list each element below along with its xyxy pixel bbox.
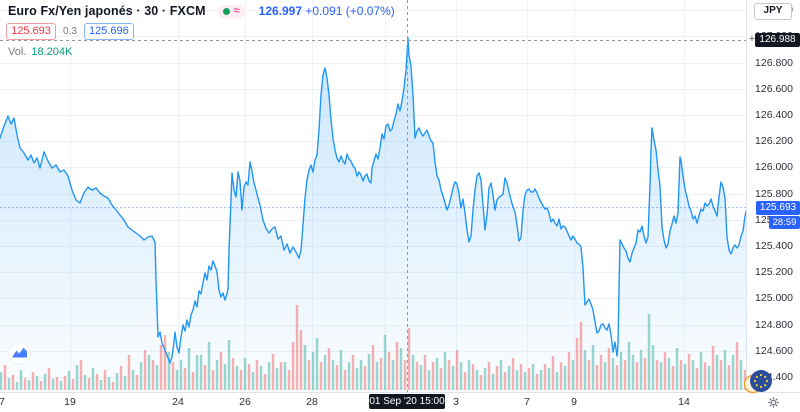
time-axis-label: 24 bbox=[172, 396, 184, 408]
bar-countdown-badge: 28:59 bbox=[769, 215, 800, 229]
time-axis-label: 7 bbox=[524, 396, 530, 408]
spread-value: 0.3 bbox=[63, 26, 77, 37]
price-axis-label: 124.600 bbox=[755, 344, 793, 357]
price-axis-label: 125.800 bbox=[755, 187, 793, 200]
price-change-percent: (+0.07%) bbox=[345, 4, 395, 18]
volume-bars bbox=[0, 305, 746, 390]
price-axis-label: 126.000 bbox=[755, 161, 793, 174]
axis-settings-gear-icon[interactable] bbox=[767, 396, 780, 409]
sell-bid-button[interactable]: 125.693 bbox=[6, 23, 56, 40]
time-axis-label: 14 bbox=[678, 396, 690, 408]
market-open-dot-icon bbox=[222, 7, 230, 15]
price-axis-label: 125.000 bbox=[755, 292, 793, 305]
chart-legend[interactable]: Euro Fx/Yen japonés · 30 · FXCM ≈ 126.99… bbox=[8, 4, 395, 18]
volume-value: 18.204K bbox=[31, 46, 73, 58]
price-axis[interactable]: 127.200127.000126.800126.600126.400126.2… bbox=[746, 0, 800, 392]
price-change: +0.091 bbox=[305, 4, 343, 18]
time-axis-label: 19 bbox=[64, 396, 76, 408]
symbol-pair-flags-icon bbox=[744, 370, 772, 394]
tradingview-logo-icon[interactable] bbox=[8, 342, 31, 365]
symbol-title[interactable]: Euro Fx/Yen japonés · 30 · FXCM bbox=[8, 4, 206, 18]
price-axis-label: 126.400 bbox=[755, 109, 793, 121]
last-price-value: 126.997 bbox=[258, 4, 303, 18]
price-axis-label: 126.200 bbox=[755, 135, 793, 148]
volume-legend[interactable]: Vol. 18.204K bbox=[8, 46, 72, 58]
bid-ask-row: 125.693 0.3 125.696 bbox=[6, 23, 134, 40]
price-chart-canvas[interactable] bbox=[0, 0, 746, 392]
currency-badge: JPY bbox=[754, 3, 792, 20]
price-axis-label: 126.800 bbox=[755, 56, 793, 69]
crosshair-time-badge: 01 Sep '20 15:00 bbox=[369, 394, 445, 409]
time-axis-label: 26 bbox=[239, 396, 251, 408]
time-axis-label: 28 bbox=[306, 396, 318, 408]
volume-label: Vol. bbox=[8, 46, 27, 58]
price-axis-label: 124.800 bbox=[755, 318, 793, 331]
time-axis-label: 7 bbox=[0, 396, 5, 408]
price-axis-label: 125.200 bbox=[755, 266, 793, 279]
add-alert-plus-button[interactable]: + bbox=[748, 33, 756, 45]
price-line-series bbox=[0, 37, 746, 364]
pink-wave-flag-icon: ≈ bbox=[233, 4, 240, 17]
crosshair-price-badge: 126.988 bbox=[755, 33, 800, 47]
time-axis-label: 9 bbox=[571, 396, 577, 408]
buy-ask-button[interactable]: 125.696 bbox=[83, 23, 134, 40]
price-axis-label: 126.600 bbox=[755, 82, 793, 95]
market-status-pill[interactable]: ≈ bbox=[217, 4, 245, 18]
price-axis-label: 125.400 bbox=[755, 240, 793, 252]
time-axis-label: 3 bbox=[453, 396, 459, 408]
last-price-badge: 125.693 bbox=[756, 200, 800, 215]
last-price-group: 126.997 +0.091 (+0.07%) bbox=[259, 4, 395, 18]
price-area-fill bbox=[0, 38, 746, 392]
